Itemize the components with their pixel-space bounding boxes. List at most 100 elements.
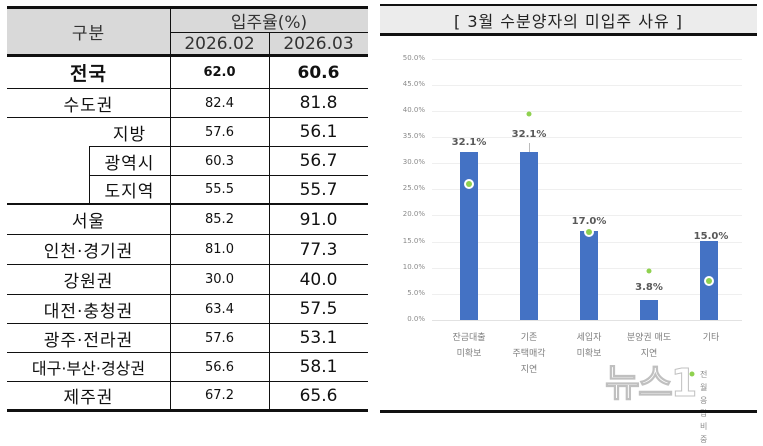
region-label: 지방 [112, 124, 147, 145]
y-tick: 35.0% [402, 132, 425, 140]
gridline [432, 111, 742, 112]
region-label: 대전·충청권 [43, 301, 134, 322]
x-label-line: 기존 [520, 333, 538, 343]
row-sep [7, 234, 368, 235]
y-tick: 10.0% [402, 263, 425, 271]
header-divider [170, 32, 368, 33]
bar-loan-unsecured [460, 152, 478, 320]
rate-2026-03: 55.7 [299, 179, 338, 200]
rate-2026-03: 91.0 [299, 209, 338, 230]
rate-2026-02: 85.2 [205, 212, 234, 227]
chart-bottom-border [380, 410, 757, 413]
rate-2026-03: 53.1 [299, 328, 338, 348]
x-label-line: 미확보 [576, 349, 602, 359]
rate-2026-03: 58.1 [299, 357, 338, 377]
rate-2026-03: 56.1 [299, 122, 338, 142]
x-label-presale-resale-delay: 분양권 매도 지연 [617, 330, 681, 362]
rate-2026-03: 40.0 [299, 269, 338, 290]
rate-2026-02: 55.5 [205, 182, 234, 197]
y-tick: 45.0% [402, 80, 425, 88]
y-tick: 50.0% [402, 54, 425, 62]
region-label: 제주권 [63, 388, 114, 408]
rate-2026-03: 65.6 [299, 385, 338, 406]
row-sep [7, 352, 368, 353]
news1-watermark: 뉴스1 [604, 361, 697, 406]
region-label: 도지역 [104, 182, 155, 202]
region-label: 인천·경기권 [43, 242, 134, 262]
header-category: 구분 [71, 24, 106, 44]
occupancy-rate-table: 구분 입주율(%) 2026.02 2026.03 전국 62.0 60.6 수… [7, 6, 368, 412]
prev-month-dot [526, 111, 532, 117]
x-label-tenant-unsecured: 세입자 미확보 [557, 330, 621, 362]
rate-2026-02: 62.0 [203, 65, 236, 80]
header-period-2: 2026.03 [283, 33, 354, 54]
header-bottom-border [7, 54, 368, 57]
rate-2026-02: 63.4 [205, 301, 234, 317]
bar-value-label: 32.1% [511, 129, 547, 140]
gridline [432, 189, 742, 190]
x-label-line: 주택매각 [512, 349, 546, 359]
rate-2026-03: 56.7 [299, 151, 338, 171]
table-top-border [7, 6, 368, 9]
rate-2026-03: 57.5 [299, 299, 338, 319]
rate-2026-02: 81.0 [205, 242, 234, 257]
prev-month-dot [586, 229, 592, 235]
prev-month-dot [466, 181, 472, 187]
x-label-line: 잔금대출 [452, 333, 486, 343]
rate-2026-02: 60.3 [205, 153, 234, 169]
row-sep [7, 264, 368, 265]
rate-2026-02: 30.0 [205, 272, 234, 287]
row-sep [7, 117, 368, 118]
bar-value-label: 3.8% [635, 282, 663, 293]
table-header-bg [7, 6, 368, 55]
bar-tenant-unsecured [580, 231, 598, 320]
rate-2026-02: 57.6 [205, 330, 234, 346]
chart-title-bar: [ 3월 수분양자의 미입주 사유 ] [380, 4, 757, 36]
header-period-1: 2026.02 [184, 33, 255, 54]
x-label-line: 지연 [520, 365, 538, 375]
region-label: 강원권 [63, 272, 114, 292]
rate-2026-02: 56.6 [205, 359, 234, 375]
rate-2026-03: 60.6 [297, 62, 340, 83]
gridline [432, 137, 742, 138]
gridline [432, 215, 742, 216]
y-tick: 40.0% [402, 106, 425, 114]
rate-2026-02: 57.6 [205, 124, 234, 140]
bar-value-label: 32.1% [451, 137, 487, 148]
legend-label: 전월 응답비중 [700, 368, 707, 446]
rate-2026-03: 81.8 [299, 93, 338, 113]
prev-month-dot [706, 278, 712, 284]
leader-line [529, 143, 530, 152]
gridline [432, 59, 742, 60]
bar-presale-resale-delay [640, 300, 658, 320]
y-tick: 30.0% [402, 158, 425, 166]
table-bottom-border [7, 409, 368, 412]
row-sep [89, 146, 368, 147]
chart-title: [ 3월 수분양자의 미입주 사유 ] [453, 11, 683, 31]
rate-2026-03: 77.3 [299, 239, 338, 260]
x-label-line: 미확보 [456, 349, 482, 359]
x-label-line: 지연 [640, 349, 658, 359]
legend-line: 전월 [700, 370, 708, 392]
prev-month-dot [646, 268, 652, 274]
legend-line: 응답비중 [700, 396, 708, 444]
gridline [432, 163, 742, 164]
row-sep [7, 381, 368, 382]
x-label-line: 세입자 [576, 333, 602, 343]
row-sep [89, 175, 368, 176]
x-label-other: 기타 [679, 330, 743, 346]
region-label: 광역시 [104, 153, 155, 174]
region-label: 전국 [70, 63, 107, 85]
row-sep [7, 88, 368, 89]
rate-2026-02: 67.2 [205, 388, 234, 403]
bar-value-label: 17.0% [571, 216, 607, 227]
bar-home-sale-delay [520, 152, 538, 320]
col-divider-1 [170, 6, 171, 412]
y-tick: 20.0% [402, 210, 425, 218]
gridline [432, 85, 742, 86]
y-tick: 25.0% [402, 184, 425, 192]
header-occupancy-rate: 입주율(%) [230, 13, 308, 33]
region-label: 대구·부산·경상권 [31, 359, 146, 378]
region-label: 수도권 [63, 95, 114, 116]
row-sep [7, 294, 368, 295]
